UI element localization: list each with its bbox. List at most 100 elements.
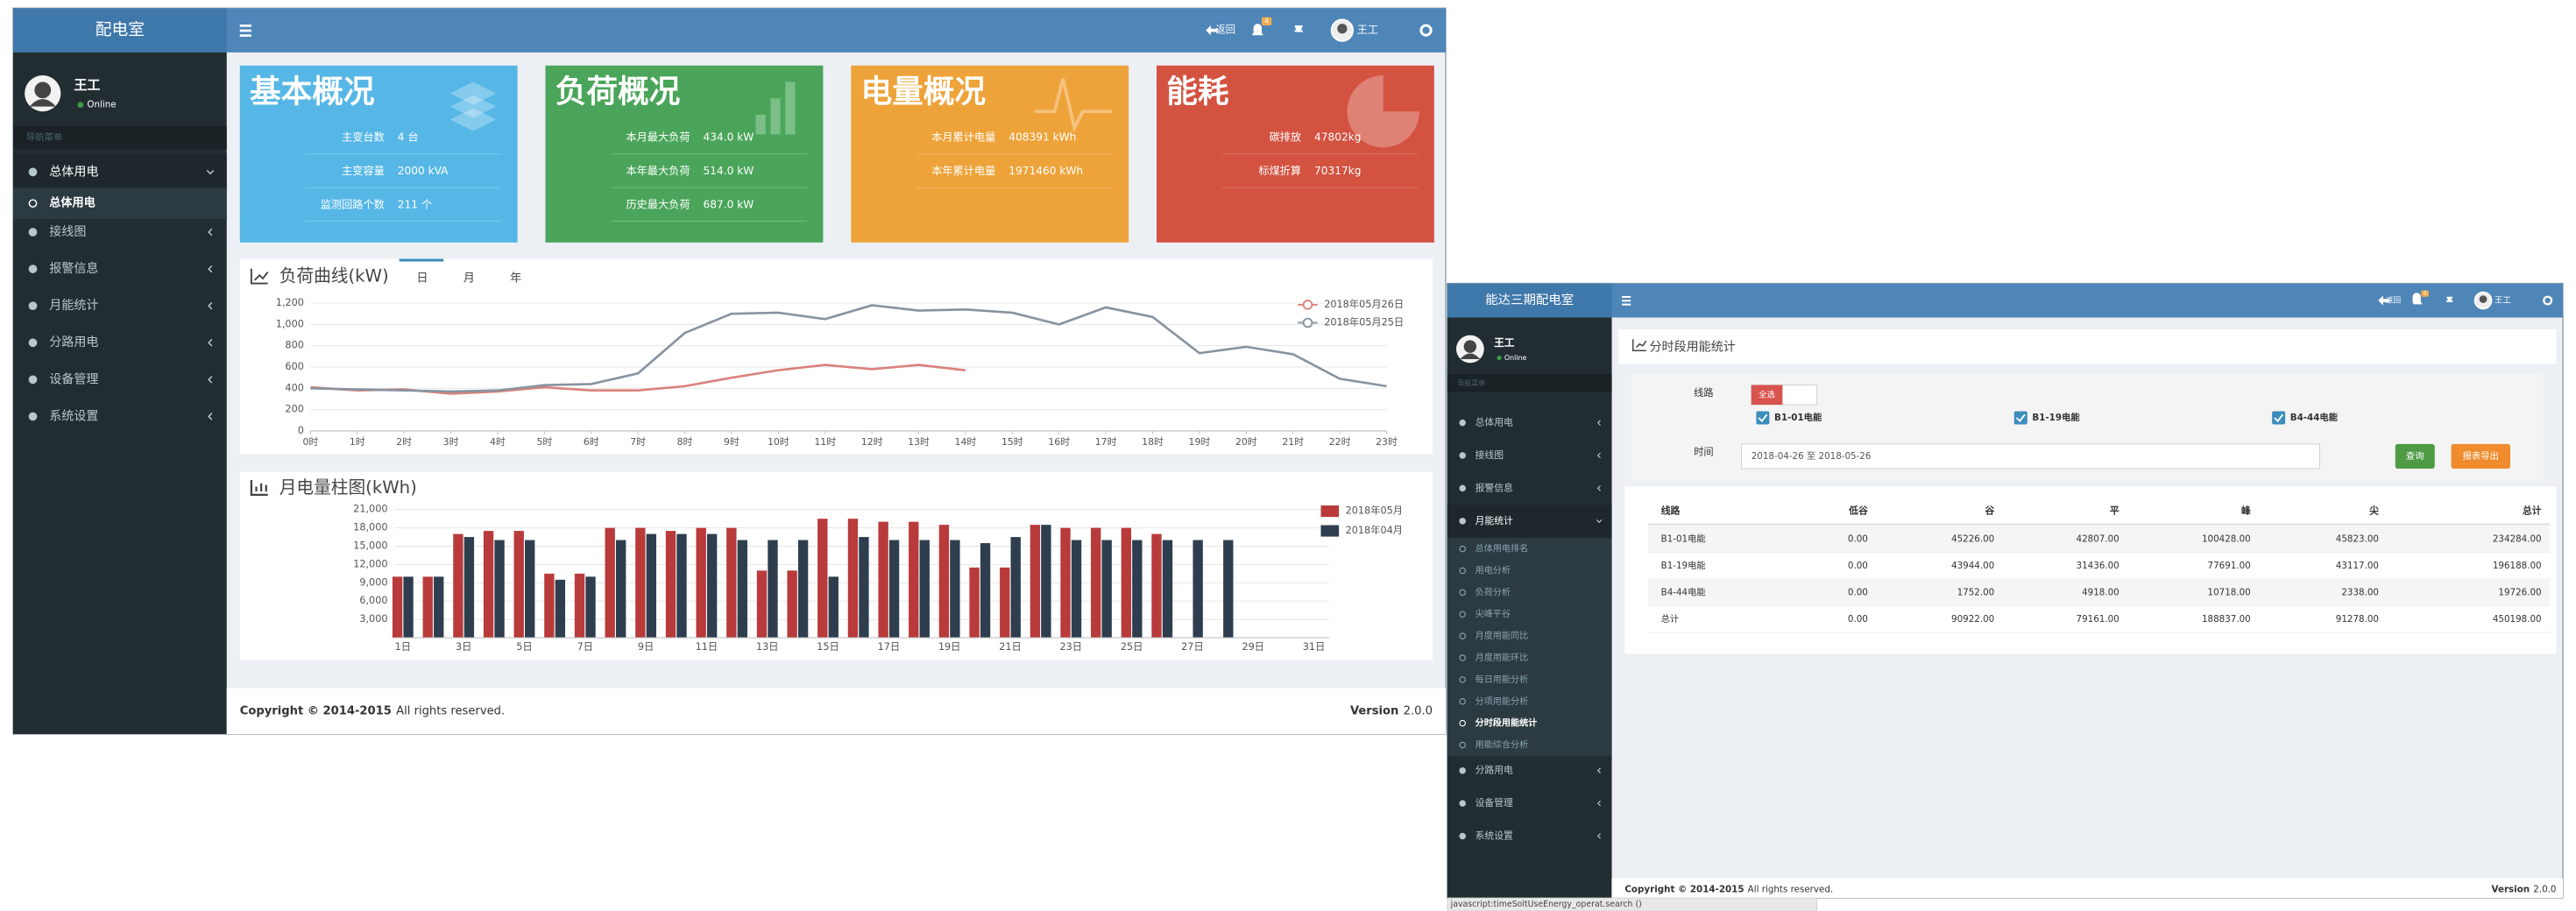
pin-icon[interactable] <box>2446 296 2453 302</box>
card-icon <box>770 98 781 135</box>
menu-toggle[interactable] <box>239 34 251 37</box>
card-row-label: 本月累计电量 <box>931 131 995 144</box>
back-link[interactable]: 返回 <box>2386 295 2401 306</box>
submenu-bg <box>13 187 227 219</box>
submenu-item[interactable]: 月度用能同比 <box>1476 630 1529 641</box>
bar <box>828 576 839 638</box>
back-link[interactable]: 返回 <box>1216 25 1235 36</box>
checkbox[interactable] <box>1756 411 1770 425</box>
export-label[interactable]: 报表导出 <box>2463 450 2499 462</box>
bell-icon[interactable] <box>2412 293 2423 305</box>
bar <box>453 533 464 638</box>
menu-item[interactable]: 系统设置 <box>1476 830 1513 842</box>
menu-item[interactable]: 总体用电 <box>1476 416 1513 428</box>
x-tick-label: 17时 <box>1095 436 1117 448</box>
menu-toggle[interactable] <box>239 29 251 32</box>
submenu-item[interactable]: 月度用能环比 <box>1476 652 1529 663</box>
select-all-button[interactable] <box>1751 385 1783 406</box>
bar <box>797 540 809 638</box>
card-icon <box>449 95 497 118</box>
menu-item[interactable]: 分路用电 <box>1476 765 1513 776</box>
y-tick-label: 0 <box>298 425 304 436</box>
menu-item[interactable]: 系统设置 <box>49 409 98 423</box>
menu-item[interactable]: 接线图 <box>1476 448 1504 461</box>
card-row-value: 70317kg <box>1314 165 1362 177</box>
legend-label[interactable]: 2018年05月 <box>1346 505 1403 517</box>
table-cell: 4918.00 <box>2082 587 2120 597</box>
table-cell: 0.00 <box>1848 614 1868 625</box>
legend-label[interactable]: 2018年04月 <box>1346 524 1403 536</box>
checkbox[interactable] <box>2013 411 2028 425</box>
x-tick-label: 27日 <box>1181 641 1204 653</box>
avatar-body <box>1460 353 1481 360</box>
submenu-item[interactable]: 负荷分析 <box>1476 586 1511 597</box>
menu-item[interactable]: 总体用电 <box>49 165 98 179</box>
submenu-item[interactable]: 分项用能分析 <box>1476 696 1529 707</box>
menu-toggle[interactable] <box>1622 300 1631 302</box>
menu-item[interactable]: 月能统计 <box>49 299 98 313</box>
table-cell: 45823.00 <box>2336 533 2379 544</box>
menu-chevron <box>208 413 213 420</box>
checkbox[interactable] <box>2272 411 2286 425</box>
line-option[interactable]: B4-44电能 <box>2290 412 2339 423</box>
avatar-face <box>34 81 52 99</box>
menu-item[interactable]: 报警信息 <box>1476 481 1513 493</box>
submenu-item[interactable]: 用电分析 <box>1476 565 1511 576</box>
x-tick-label: 3时 <box>443 436 459 448</box>
chart-tab[interactable]: 年 <box>510 271 521 285</box>
menu-item[interactable]: 月能统计 <box>1476 514 1513 526</box>
legend-label[interactable]: 2018年05月25日 <box>1324 315 1404 328</box>
x-tick-label: 9日 <box>638 641 654 653</box>
logo-area[interactable] <box>1447 283 1612 318</box>
query-label[interactable]: 查询 <box>2406 450 2424 462</box>
select-all-label[interactable]: 全选 <box>1759 389 1775 399</box>
submenu-item[interactable]: 每日用能分析 <box>1476 674 1529 685</box>
submenu-item[interactable]: 分时段用能统计 <box>1476 717 1538 729</box>
menu-icon <box>28 412 38 421</box>
form-label: 时间 <box>1694 446 1713 457</box>
table-cell: B1-01电能 <box>1661 533 1706 544</box>
menu-toggle[interactable] <box>239 25 251 27</box>
x-tick-label: 31日 <box>1303 641 1326 653</box>
query-button[interactable] <box>2395 443 2435 469</box>
export-button[interactable] <box>2451 443 2511 469</box>
back-icon[interactable] <box>2378 295 2390 306</box>
menu-toggle[interactable] <box>1622 303 1631 306</box>
submenu-item[interactable]: 总体用电排名 <box>1476 543 1529 554</box>
chart-tab[interactable]: 日 <box>416 272 428 285</box>
user-status: Online <box>87 100 116 110</box>
settings-icon[interactable] <box>1419 24 1433 37</box>
legend-marker <box>1302 300 1313 310</box>
bar <box>1192 540 1203 638</box>
bell-icon[interactable] <box>1251 24 1263 36</box>
line-option[interactable]: B1-19电能 <box>2032 412 2080 423</box>
menu-toggle[interactable] <box>1622 296 1631 299</box>
settings-icon[interactable] <box>2543 295 2553 306</box>
submenu-icon <box>1459 632 1466 639</box>
version: 2.0.0 <box>2533 885 2556 895</box>
chart-tab[interactable]: 月 <box>464 272 475 285</box>
logo-area[interactable] <box>13 8 227 53</box>
menu-item[interactable]: 接线图 <box>49 224 86 239</box>
menu-chevron <box>208 301 213 310</box>
line-option[interactable]: B1-01电能 <box>1774 412 1822 423</box>
submenu-item[interactable]: 尖峰平谷 <box>1476 608 1511 619</box>
submenu-item[interactable]: 用能综合分析 <box>1476 739 1529 751</box>
legend-label[interactable]: 2018年05月26日 <box>1324 298 1404 310</box>
submenu-item[interactable]: 总体用电 <box>49 195 95 210</box>
x-tick-label: 1时 <box>350 436 365 448</box>
user-name-top[interactable]: 王工 <box>2495 296 2511 306</box>
user-name-top[interactable]: 王工 <box>1357 24 1378 36</box>
menu-item[interactable]: 设备管理 <box>49 371 98 386</box>
bar <box>950 540 960 638</box>
menu-item[interactable]: 报警信息 <box>49 261 98 276</box>
date-range[interactable]: 2018-04-26 至 2018-05-26 <box>1752 451 1872 462</box>
menu-item[interactable]: 设备管理 <box>1476 796 1513 809</box>
bar <box>696 527 706 638</box>
date-input[interactable] <box>1741 443 2320 470</box>
pin-icon[interactable] <box>1294 25 1303 32</box>
avatar-face <box>2479 295 2488 303</box>
menu-item[interactable]: 分路用电 <box>49 335 98 350</box>
version: 2.0.0 <box>1404 704 1433 717</box>
back-icon[interactable] <box>1206 25 1218 36</box>
